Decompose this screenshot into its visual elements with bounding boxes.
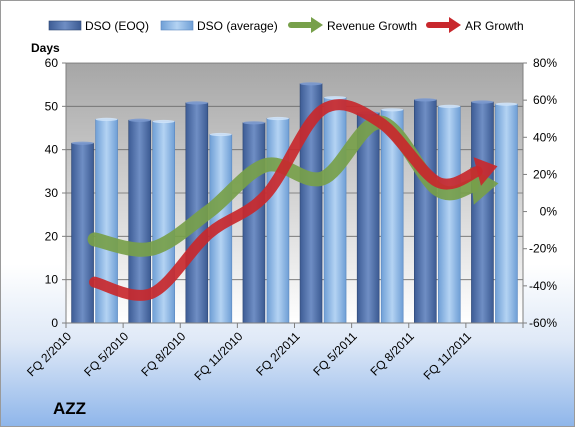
y-tick-label: 50 <box>45 99 59 113</box>
bar-cap <box>300 82 323 86</box>
bar-cap <box>209 132 232 137</box>
x-tick-label: FQ 11/2010 <box>191 329 245 383</box>
bar-dso-average <box>438 106 461 324</box>
y2-tick-label: -60% <box>529 316 557 330</box>
ar-growth-arrowhead <box>473 157 498 186</box>
y-axis-title: Days <box>31 41 60 55</box>
bar-dso-average <box>266 118 290 324</box>
bar-cap <box>471 100 494 104</box>
bar-dso-eoq <box>71 142 94 324</box>
legend-swatch-dso-average <box>160 20 194 31</box>
bar-cap <box>152 119 175 124</box>
legend-arrow-revenue-growth <box>311 17 323 33</box>
y-tick-label: 60 <box>45 56 59 70</box>
bar-cap <box>71 141 94 145</box>
x-tick-label: FQ 2/2011 <box>253 329 303 379</box>
bar-dso-average <box>323 97 347 324</box>
y-tick-label: 20 <box>45 229 59 243</box>
bar-cap <box>95 117 118 121</box>
bar-cap <box>414 98 437 102</box>
bar-dso-average <box>495 103 518 324</box>
y2-tick-label: 0% <box>540 205 558 219</box>
bar-cap <box>266 116 289 121</box>
legend-label-dso-eoq: DSO (EOQ) <box>85 19 149 33</box>
x-tick-label: FQ 11/2011 <box>421 329 475 383</box>
x-tick-label: FQ 5/2010 <box>81 329 131 379</box>
y-tick-label: 10 <box>45 273 59 287</box>
bar-cap <box>438 104 461 108</box>
x-tick-label: FQ 5/2011 <box>310 329 360 379</box>
x-tick-label: FQ 8/2010 <box>138 329 188 379</box>
chart-title: AZZ <box>53 399 86 418</box>
bar-cap <box>381 108 404 112</box>
bar-dso-eoq <box>414 99 437 324</box>
bar-cap <box>495 102 518 106</box>
y-tick-label: 40 <box>45 143 59 157</box>
y-tick-label: 0 <box>51 316 58 330</box>
bar-dso-eoq <box>471 101 494 324</box>
legend-label-revenue-growth: Revenue Growth <box>327 19 417 33</box>
bar-cap <box>185 101 208 105</box>
y2-tick-label: 20% <box>533 167 557 181</box>
bar-cap <box>324 96 347 100</box>
y2-tick-label: 40% <box>533 130 557 144</box>
legend-label-ar-growth: AR Growth <box>465 19 524 33</box>
ar-growth-line <box>89 99 483 301</box>
legend-label-dso-average: DSO (average) <box>197 19 278 33</box>
y2-tick-label: 80% <box>533 56 557 70</box>
y-tick-label: 30 <box>45 186 59 200</box>
y2-tick-label: -40% <box>529 279 557 293</box>
y2-tick-label: 60% <box>533 93 557 107</box>
x-tick-label: FQ 8/2011 <box>368 329 418 379</box>
legend-swatch-dso-eoq <box>48 20 82 31</box>
bar-dso-eoq <box>242 122 266 324</box>
y2-tick-label: -20% <box>529 242 557 256</box>
x-tick-label: FQ 2/2010 <box>24 329 74 379</box>
bar-cap <box>128 118 151 122</box>
legend-arrow-ar-growth <box>449 17 461 33</box>
bar-cap <box>242 121 265 125</box>
